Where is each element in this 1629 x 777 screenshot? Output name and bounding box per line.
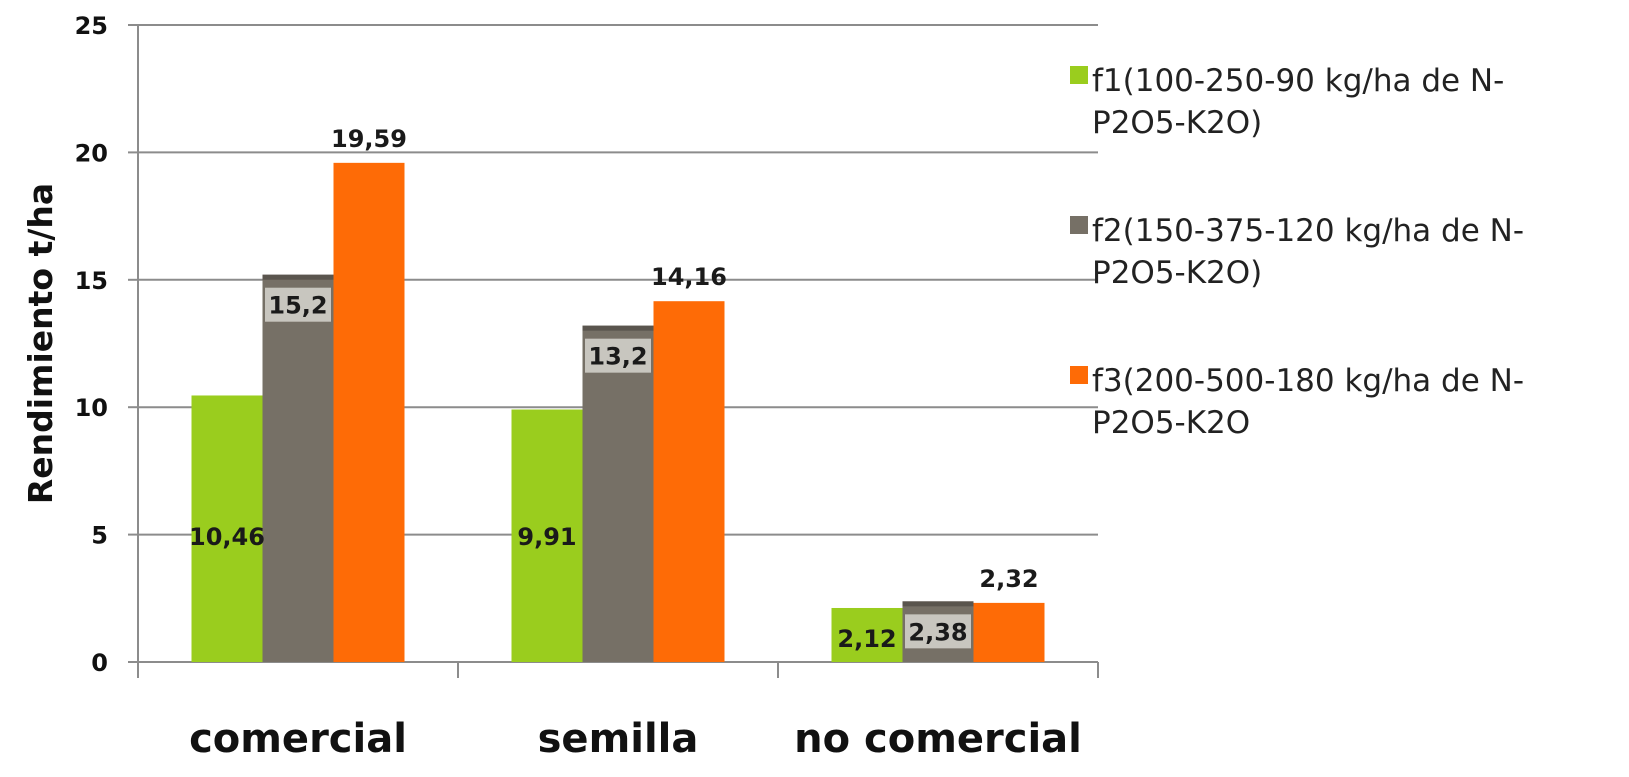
legend-swatch — [1070, 216, 1088, 234]
bar-0-1 — [511, 409, 583, 662]
legend-label: f2(150-375-120 kg/ha de N- — [1092, 213, 1524, 249]
data-label: 9,91 — [517, 523, 576, 551]
bar-2-0 — [333, 162, 405, 662]
bar-1-1 — [582, 325, 654, 662]
data-label: 2,38 — [908, 618, 967, 646]
data-labels: 10,46 9,91 2,12 15,2 13,2 2,38 19,59 14,16 2,32 — [189, 125, 1039, 653]
y-tick-label: 10 — [75, 394, 108, 422]
legend-swatch — [1070, 366, 1088, 384]
bars — [191, 162, 1045, 662]
legend-label: P2O5-K2O) — [1092, 255, 1262, 291]
y-tick-label: 5 — [91, 522, 108, 550]
data-label: 10,46 — [189, 523, 265, 551]
data-label-box — [905, 614, 971, 649]
data-label-box — [265, 287, 331, 322]
bar-top-edge — [582, 325, 654, 331]
y-tick-label: 15 — [75, 267, 108, 295]
data-label: 13,2 — [588, 343, 647, 371]
data-label: 2,12 — [837, 625, 896, 653]
y-tick-label: 25 — [75, 12, 108, 40]
legend-label: P2O5-K2O) — [1092, 105, 1262, 141]
legend: f1(100-250-90 kg/ha de N- P2O5-K2O) f2(150… — [1070, 63, 1524, 441]
bar-top-edge — [902, 601, 974, 607]
bar-2-1 — [653, 301, 725, 662]
data-label-box — [585, 338, 651, 373]
data-label: 2,32 — [979, 565, 1038, 593]
x-category-label: no comercial — [794, 716, 1082, 762]
data-label: 19,59 — [331, 125, 407, 153]
legend-label: f3(200-500-180 kg/ha de N- — [1092, 363, 1524, 399]
bar-top-edge — [262, 274, 334, 280]
y-tick-label: 20 — [75, 139, 108, 167]
legend-label: f1(100-250-90 kg/ha de N- — [1092, 63, 1504, 99]
data-label: 15,2 — [268, 292, 327, 320]
bar-2-2 — [973, 602, 1045, 662]
bar-1-0 — [262, 274, 334, 662]
legend-label: P2O5-K2O — [1092, 405, 1250, 441]
axes: 0 5 10 15 20 25 comercial semilla no comercial Re… — [21, 12, 1099, 762]
bar-0-2 — [831, 607, 903, 662]
x-category-label: semilla — [538, 716, 699, 762]
data-label: 14,16 — [651, 263, 727, 291]
legend-swatch — [1070, 66, 1088, 84]
y-tick-label: 0 — [91, 649, 108, 677]
bar-0-0 — [191, 395, 263, 662]
y-axis-title: Rendimiento t/ha — [21, 183, 60, 504]
x-category-label: comercial — [189, 716, 407, 762]
